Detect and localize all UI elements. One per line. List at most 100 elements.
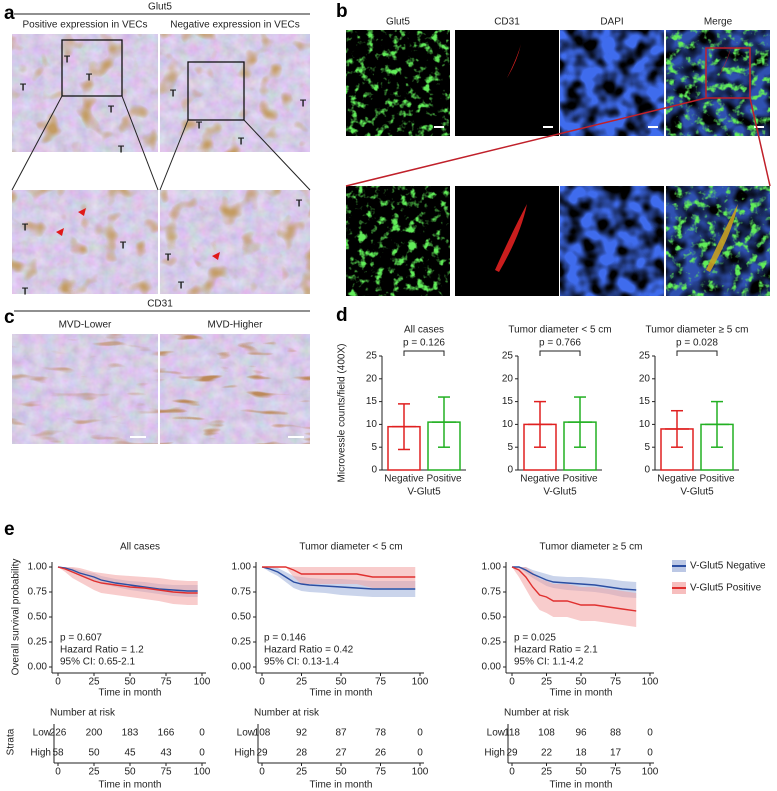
zoom-line	[749, 97, 771, 187]
risk-count: 226	[50, 728, 67, 739]
tumor-mark: T	[20, 83, 26, 94]
risk-count: 88	[610, 728, 622, 739]
survival-curve	[511, 566, 637, 612]
channel-label: Merge	[704, 17, 733, 28]
survival-curve	[57, 566, 198, 594]
tumor-mark: T	[108, 105, 114, 116]
channel-label: CD31	[494, 17, 520, 28]
y-tick-label: 1.00	[28, 562, 48, 573]
statistic: Hazard Ratio = 0.42	[264, 645, 354, 656]
risk-count: 0	[199, 728, 205, 739]
x-tick-label: 75	[160, 677, 172, 688]
micrograph-layer	[346, 186, 450, 296]
y-tick-label: 0.25	[232, 637, 252, 648]
y-tick-label: 0.00	[482, 662, 502, 673]
risk-count: 108	[538, 728, 555, 739]
micrograph-layer	[455, 30, 559, 136]
tumor-mark: T	[296, 199, 302, 210]
x-tick-label: 100	[194, 677, 211, 688]
panel-title: Glut5	[148, 2, 172, 13]
strata-name: High	[234, 748, 255, 759]
x-tick-label: 25	[88, 767, 100, 778]
risk-count: 0	[647, 728, 653, 739]
x-tick-label: 100	[412, 677, 429, 688]
vessel-stain	[706, 204, 738, 272]
statistic: Hazard Ratio = 2.1	[514, 645, 598, 656]
risk-count: 26	[375, 748, 387, 759]
x-axis-label: V-Glut5	[680, 487, 714, 498]
survival-curve	[57, 566, 198, 592]
x-tick-label: 75	[375, 677, 387, 688]
y-tick-label: 10	[639, 419, 651, 430]
y-axis-label: Overall survival probability	[11, 559, 22, 676]
tumor-mark: T	[22, 287, 28, 298]
y-tick-label: 1.00	[482, 562, 502, 573]
x-axis-label: Time in month	[310, 688, 373, 699]
micrograph-layer	[560, 186, 664, 296]
confidence-band	[512, 567, 637, 627]
strata-name: High	[30, 748, 51, 759]
micrograph-layer	[160, 190, 310, 294]
x-tick-label: 50	[575, 677, 587, 688]
risk-count: 28	[296, 748, 308, 759]
y-tick-label: 0.25	[28, 637, 48, 648]
y-tick-label: 0.25	[482, 637, 502, 648]
x-tick-label: 50	[335, 677, 347, 688]
micrograph	[560, 186, 664, 296]
y-tick-label: 25	[502, 351, 514, 362]
legend-label: V-Glut5 Negative	[690, 561, 766, 572]
y-tick-label: 0.75	[482, 587, 502, 598]
panel-label: b	[336, 1, 348, 22]
y-tick-label: 0.00	[232, 662, 252, 673]
risk-table-title: Number at risk	[504, 708, 570, 719]
x-tick-label: 25	[296, 767, 308, 778]
x-tick-label: Negative	[520, 474, 560, 485]
micrograph-layer	[160, 34, 310, 152]
risk-table-title: Number at risk	[50, 708, 116, 719]
zoom-line	[121, 95, 159, 191]
risk-count: 78	[375, 728, 387, 739]
p-value: p = 0.766	[539, 338, 581, 349]
image-label: MVD-Higher	[207, 320, 263, 331]
chart-title: Tumor diameter < 5 cm	[508, 325, 611, 336]
confidence-band	[262, 567, 416, 588]
risk-count: 108	[254, 728, 271, 739]
vessel-stain	[495, 204, 527, 272]
x-axis-label: Time in month	[99, 688, 162, 699]
statistic: Hazard Ratio = 1.2	[60, 645, 144, 656]
zoom-line	[345, 97, 707, 187]
micrograph	[12, 34, 158, 152]
micrograph	[12, 190, 158, 294]
tumor-mark: T	[300, 99, 306, 110]
y-tick-label: 15	[502, 396, 514, 407]
y-tick-label: 10	[366, 419, 378, 430]
arrowhead	[56, 228, 64, 236]
tumor-mark: T	[165, 253, 171, 264]
survival-curve	[261, 566, 416, 590]
risk-count: 166	[158, 728, 175, 739]
micrograph	[160, 190, 310, 294]
x-tick-label: 100	[642, 767, 659, 778]
x-tick-label: 100	[642, 677, 659, 688]
scale-bar	[543, 126, 553, 128]
risk-count: 92	[296, 728, 308, 739]
strata-name: Low	[487, 728, 506, 739]
risk-count: 50	[88, 748, 100, 759]
tumor-mark: T	[178, 281, 184, 292]
panel-title: CD31	[147, 299, 173, 310]
significance-bracket	[539, 350, 581, 356]
micrograph	[666, 30, 770, 136]
statistic: p = 0.146	[264, 633, 306, 644]
risk-count: 183	[122, 728, 139, 739]
strata-name: High	[484, 748, 505, 759]
risk-count: 29	[506, 748, 518, 759]
strata-label: Strata	[6, 728, 17, 755]
risk-count: 18	[575, 748, 587, 759]
risk-count: 0	[647, 748, 653, 759]
image-label: MVD-Lower	[59, 320, 112, 331]
x-tick-label: 0	[55, 767, 61, 778]
zoom-box	[187, 61, 245, 121]
risk-count: 87	[335, 728, 347, 739]
arrowhead	[212, 252, 220, 260]
x-axis-label: Time in month	[99, 780, 162, 791]
